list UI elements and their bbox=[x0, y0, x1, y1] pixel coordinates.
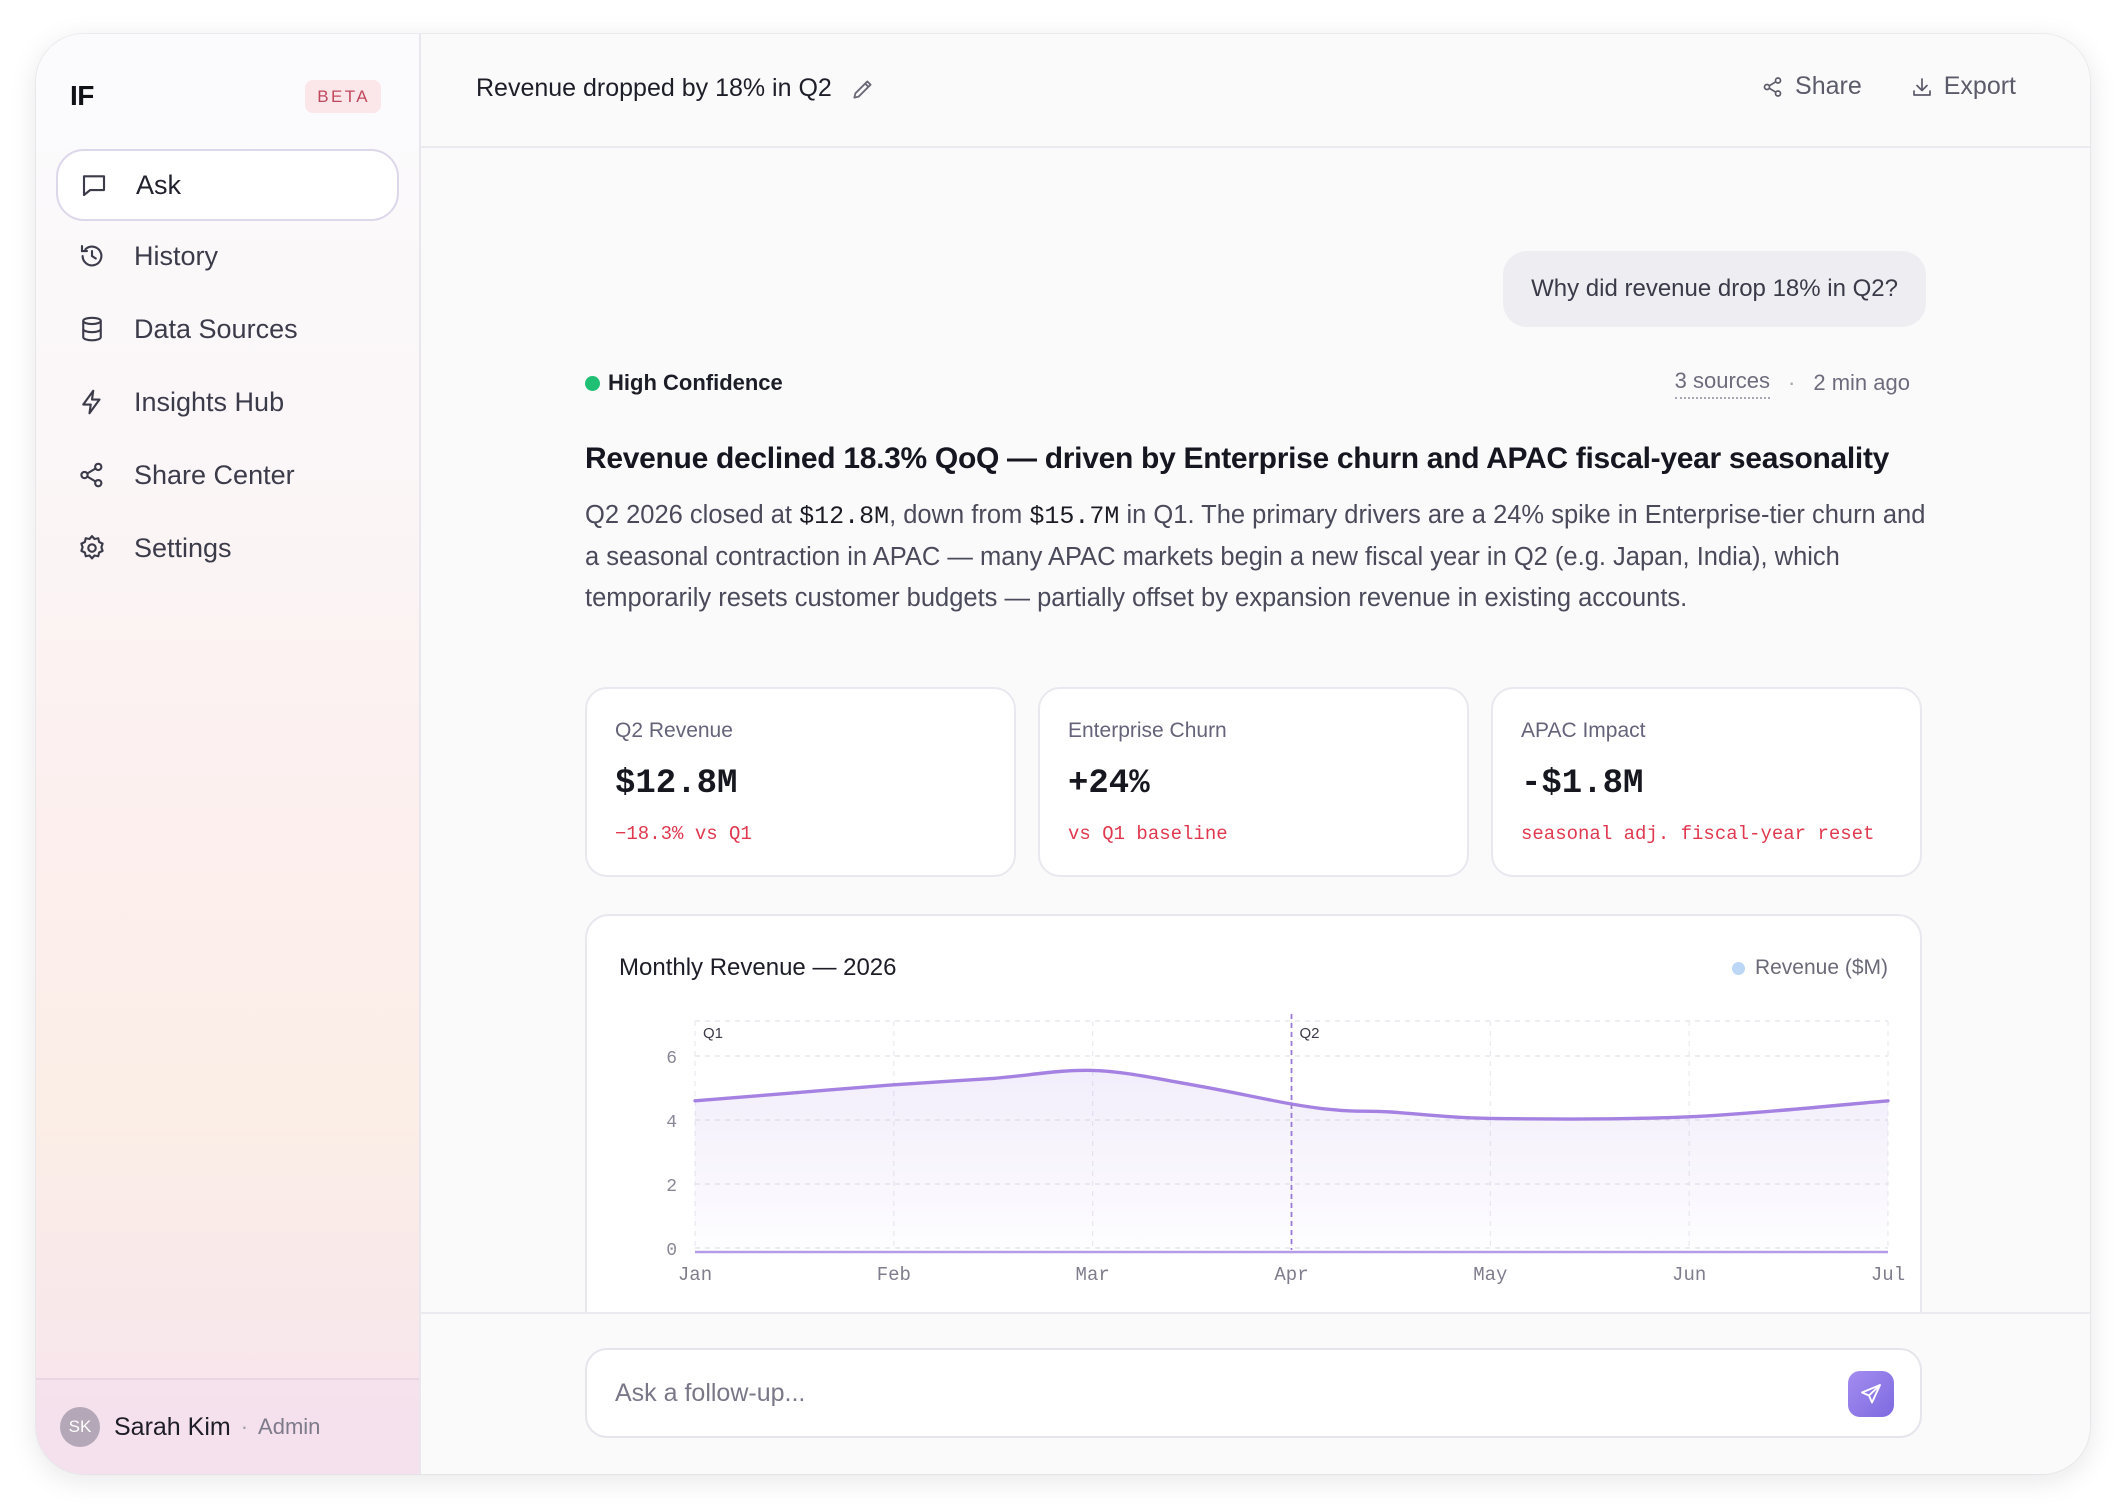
answer-timestamp: 2 min ago bbox=[1813, 370, 1910, 395]
app-logo: IF bbox=[70, 80, 94, 111]
sidebar-item-history[interactable]: History bbox=[56, 221, 399, 291]
metric-cards: Q2 Revenue $12.8M −18.3% vs Q1 Enterpris… bbox=[585, 687, 1922, 877]
sidebar-item-label: Share Center bbox=[134, 459, 295, 490]
answer-body-text: , down from bbox=[889, 501, 1030, 529]
confidence-label: High Confidence bbox=[608, 370, 783, 395]
share-icon bbox=[1763, 76, 1782, 97]
avatar: SK bbox=[60, 1407, 100, 1447]
sidebar: IF BETA Ask History Data Sources bbox=[36, 34, 421, 1474]
x-tick-label: May bbox=[1473, 1264, 1507, 1286]
topbar: Revenue dropped by 18% in Q2 Share Expor… bbox=[421, 34, 2090, 148]
beta-badge: BETA bbox=[305, 79, 381, 113]
answer-headline: Revenue declined 18.3% QoQ — driven by E… bbox=[585, 442, 1890, 475]
sidebar-nav: Ask History Data Sources Insights Hub bbox=[56, 149, 399, 586]
revenue-chart: 0 2 4 6 Jan Feb Mar Apr May Jun Jul Q1 Q2 bbox=[666, 1014, 1905, 1286]
metric-label: APAC Impact bbox=[1521, 719, 1646, 742]
x-tick-label: Apr bbox=[1274, 1264, 1308, 1286]
top-actions: Share Export bbox=[1761, 72, 2016, 101]
legend-swatch bbox=[1731, 961, 1745, 975]
y-tick-label: 4 bbox=[666, 1113, 677, 1133]
meta-separator: · bbox=[1788, 370, 1796, 395]
sidebar-item-data-sources[interactable]: Data Sources bbox=[56, 294, 399, 364]
metric-label: Enterprise Churn bbox=[1068, 719, 1227, 742]
composer bbox=[585, 1348, 1922, 1438]
metric-value: -$1.8M bbox=[1521, 765, 1644, 803]
app-window: IF BETA Ask History Data Sources bbox=[36, 34, 2090, 1474]
export-label: Export bbox=[1943, 72, 2016, 100]
sidebar-item-settings[interactable]: Settings bbox=[56, 513, 399, 583]
y-tick-label: 2 bbox=[666, 1177, 677, 1197]
user-name: Sarah Kim bbox=[114, 1412, 231, 1441]
user-message-bubble: Why did revenue drop 18% in Q2? bbox=[1503, 251, 1926, 327]
message-square-icon bbox=[78, 169, 110, 201]
edit-pencil-icon[interactable] bbox=[850, 76, 876, 102]
export-button[interactable]: Export bbox=[1910, 72, 2016, 101]
main-panel: Revenue dropped by 18% in Q2 Share Expor… bbox=[421, 34, 2090, 1474]
sidebar-item-label: Ask bbox=[136, 169, 182, 200]
sidebar-item-label: History bbox=[134, 240, 219, 271]
chart-title: Monthly Revenue — 2026 bbox=[619, 954, 897, 981]
conversation-title-text: Revenue dropped by 18% in Q2 bbox=[476, 74, 832, 102]
send-button[interactable] bbox=[1848, 1371, 1894, 1417]
quarter-label: Q2 bbox=[1300, 1025, 1320, 1042]
logo-row: IF BETA bbox=[70, 76, 385, 116]
metric-value: $12.8M bbox=[615, 765, 738, 803]
sidebar-item-label: Insights Hub bbox=[134, 386, 285, 417]
metric-delta: −18.3% vs Q1 bbox=[615, 823, 752, 845]
revenue-chart-card: 0 2 4 6 Jan Feb Mar Apr May Jun Jul Q1 Q2 Monthly Re… bbox=[585, 914, 1922, 1314]
x-tick-label: Feb bbox=[877, 1264, 911, 1286]
answer-meta: High Confidence 3 sources · 2 min ago bbox=[585, 368, 1910, 399]
legend-label: Revenue ($M) bbox=[1754, 956, 1888, 979]
y-tick-label: 0 bbox=[666, 1241, 677, 1261]
share-icon bbox=[76, 459, 108, 491]
x-tick-label: Jul bbox=[1871, 1264, 1905, 1286]
user-profile[interactable]: SK Sarah Kim Admin bbox=[36, 1378, 419, 1474]
metric-delta: seasonal adj. fiscal-year reset bbox=[1521, 823, 1875, 845]
answer-value-q1: $15.7M bbox=[1029, 502, 1120, 531]
sidebar-item-share-center[interactable]: Share Center bbox=[56, 440, 399, 510]
sidebar-item-label: Settings bbox=[134, 532, 232, 563]
x-tick-label: Jan bbox=[678, 1264, 712, 1286]
history-icon bbox=[76, 240, 108, 272]
metric-card-q2-revenue: Q2 Revenue $12.8M −18.3% vs Q1 bbox=[585, 687, 1016, 877]
sidebar-item-insights-hub[interactable]: Insights Hub bbox=[56, 367, 399, 437]
metric-label: Q2 Revenue bbox=[615, 719, 733, 742]
sidebar-item-label: Data Sources bbox=[134, 313, 298, 344]
conversation-title: Revenue dropped by 18% in Q2 bbox=[476, 74, 876, 103]
metric-delta: vs Q1 baseline bbox=[1068, 823, 1228, 845]
gear-icon bbox=[76, 532, 108, 564]
share-button[interactable]: Share bbox=[1761, 72, 1862, 101]
metric-card-apac-impact: APAC Impact -$1.8M seasonal adj. fiscal-… bbox=[1491, 687, 1922, 877]
answer-value-q2: $12.8M bbox=[799, 502, 890, 531]
database-icon bbox=[76, 313, 108, 345]
metric-value: +24% bbox=[1068, 765, 1150, 803]
confidence-badge: High Confidence bbox=[585, 370, 783, 396]
sources-link[interactable]: 3 sources bbox=[1674, 368, 1771, 399]
follow-up-input[interactable] bbox=[615, 1350, 1795, 1436]
answer-body: Q2 2026 closed at $12.8M, down from $15.… bbox=[585, 495, 1930, 619]
chart-legend: Revenue ($M) bbox=[1731, 956, 1888, 980]
user-role: Admin bbox=[241, 1414, 320, 1440]
metric-card-enterprise-churn: Enterprise Churn +24% vs Q1 baseline bbox=[1038, 687, 1469, 877]
quarter-label: Q1 bbox=[703, 1025, 723, 1042]
answer-meta-right: 3 sources · 2 min ago bbox=[1674, 368, 1910, 399]
answer-body-text: Q2 2026 closed at bbox=[585, 501, 800, 529]
x-tick-label: Mar bbox=[1076, 1264, 1110, 1286]
lightning-icon bbox=[76, 386, 108, 418]
answer-body-text: in Q1. The primary drivers are a 24% spi… bbox=[585, 501, 1926, 612]
composer-area bbox=[421, 1312, 2090, 1474]
send-icon bbox=[1861, 1384, 1881, 1404]
revenue-line bbox=[693, 1068, 1890, 1121]
y-tick-label: 6 bbox=[666, 1049, 677, 1069]
download-icon bbox=[1912, 77, 1931, 96]
conversation-thread: Why did revenue drop 18% in Q2? High Con… bbox=[421, 150, 2090, 1314]
confidence-dot bbox=[585, 375, 600, 391]
sidebar-item-ask[interactable]: Ask bbox=[56, 149, 399, 221]
share-label: Share bbox=[1795, 72, 1862, 100]
x-tick-label: Jun bbox=[1672, 1264, 1706, 1286]
